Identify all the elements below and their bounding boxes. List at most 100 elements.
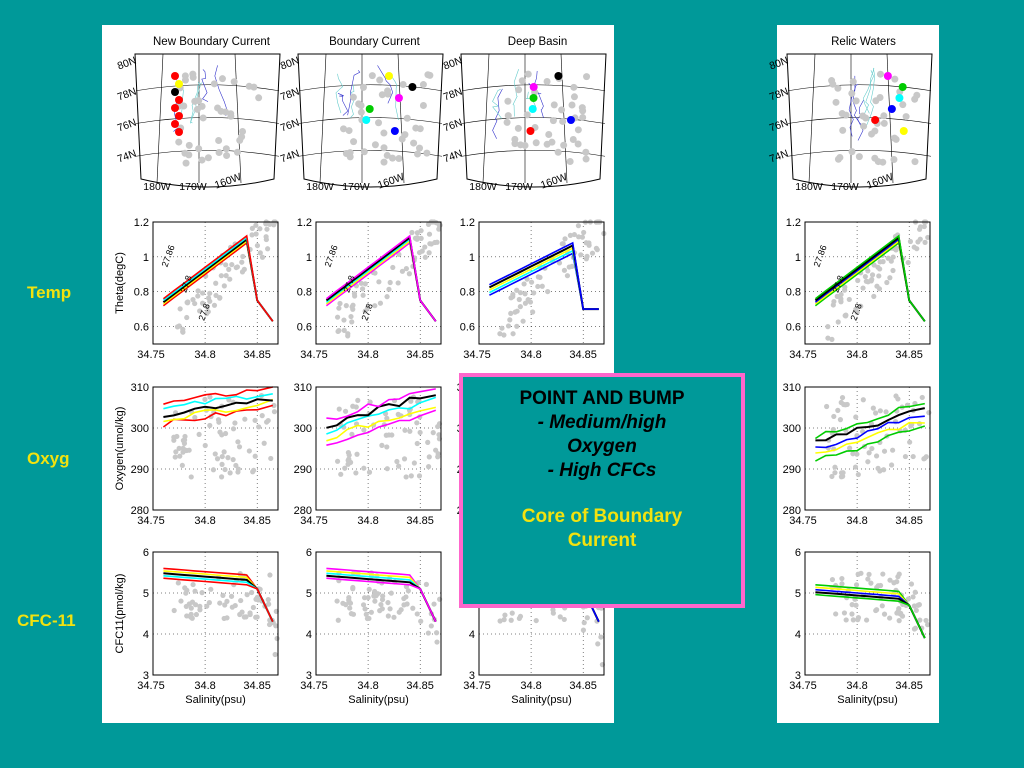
background-point (512, 309, 518, 315)
map-station (871, 127, 879, 135)
background-point (355, 397, 361, 403)
map-lat-label: 78N (116, 86, 138, 104)
map-lon-label: 180W (306, 181, 334, 193)
map-lat-label: 78N (768, 86, 790, 104)
x-tick-label: 34.85 (243, 515, 271, 527)
background-point (436, 222, 442, 228)
background-point (509, 610, 515, 616)
background-point (416, 473, 423, 479)
background-point (854, 451, 860, 457)
column-title-db: Deep Basin (508, 36, 567, 48)
y-tick-label: 4 (795, 629, 801, 641)
background-point (221, 615, 227, 622)
map-station (359, 83, 367, 91)
map-station (834, 155, 842, 163)
map-station (871, 154, 879, 162)
y-tick-label: 6 (143, 547, 149, 559)
background-point (401, 602, 407, 608)
background-point (249, 589, 255, 596)
map-station-colored (171, 88, 179, 96)
background-point (925, 234, 931, 241)
background-point (254, 594, 260, 601)
background-point (366, 586, 372, 593)
background-point (174, 433, 180, 440)
x-axis-label: Salinity(psu) (837, 694, 898, 706)
background-point (517, 290, 524, 296)
plot-frame (152, 551, 279, 676)
y-tick-label: 0.8 (297, 287, 312, 299)
plot-frame (804, 386, 931, 511)
background-point (263, 236, 269, 243)
background-point (334, 314, 341, 320)
x-axis-label: Salinity(psu) (511, 694, 572, 706)
background-point (838, 291, 844, 298)
background-point (426, 231, 433, 237)
map-frame (460, 53, 607, 188)
background-point (335, 617, 341, 623)
map-station (403, 114, 411, 122)
background-point (880, 259, 886, 265)
background-point (250, 604, 256, 611)
background-point (514, 323, 520, 329)
background-point (908, 581, 915, 587)
map-station-colored (384, 72, 393, 80)
background-point (598, 634, 604, 640)
map-station (504, 97, 512, 105)
background-point (377, 300, 384, 306)
map-lat-label: 80N (116, 55, 138, 73)
background-point (586, 240, 592, 246)
map-station (355, 100, 363, 108)
background-point (502, 612, 508, 618)
map-station (876, 70, 884, 78)
callout-line-3: - High CFCs (547, 460, 657, 481)
y-tick-label: 290 (131, 464, 149, 476)
background-point (175, 580, 181, 586)
background-point (195, 293, 201, 299)
background-point (890, 267, 896, 274)
background-point (578, 252, 584, 258)
background-point (835, 319, 841, 325)
background-point (221, 283, 227, 289)
map-contour (848, 84, 859, 137)
background-point (870, 405, 876, 411)
profile-line (815, 425, 926, 462)
background-point (497, 618, 503, 624)
map-contour (857, 99, 864, 141)
background-point (233, 462, 239, 469)
map-station (543, 77, 551, 85)
background-point (394, 458, 400, 465)
map-parallel (787, 149, 932, 157)
map-station (574, 140, 582, 148)
background-point (879, 603, 885, 609)
background-point (433, 630, 440, 636)
row-label-temp: Temp (27, 283, 72, 302)
background-point (259, 254, 266, 260)
background-point (593, 245, 600, 251)
x-tick-label: 34.75 (789, 515, 817, 527)
map-frame (786, 53, 933, 188)
map-station (182, 159, 190, 167)
y-tick-label: 6 (795, 547, 801, 559)
background-point (184, 314, 190, 321)
map-station (892, 135, 900, 143)
x-tick-label: 34.85 (569, 349, 597, 361)
background-point (835, 407, 841, 413)
background-point (895, 396, 901, 402)
background-point (378, 601, 384, 608)
map-station (346, 153, 354, 161)
background-point (336, 305, 342, 311)
map-station (876, 94, 884, 102)
background-point (561, 616, 567, 623)
map-parallel (135, 84, 280, 92)
background-point (227, 470, 233, 476)
callout-line-1: - Medium/high (537, 412, 667, 433)
x-axis-label: Salinity(psu) (185, 694, 246, 706)
background-point (229, 261, 235, 268)
map-station (423, 149, 431, 157)
background-point (384, 294, 390, 300)
map-station (383, 151, 391, 159)
x-tick-label: 34.8 (357, 515, 378, 527)
background-point (361, 465, 367, 471)
x-tick-label: 34.8 (357, 680, 378, 692)
background-point (926, 410, 932, 416)
